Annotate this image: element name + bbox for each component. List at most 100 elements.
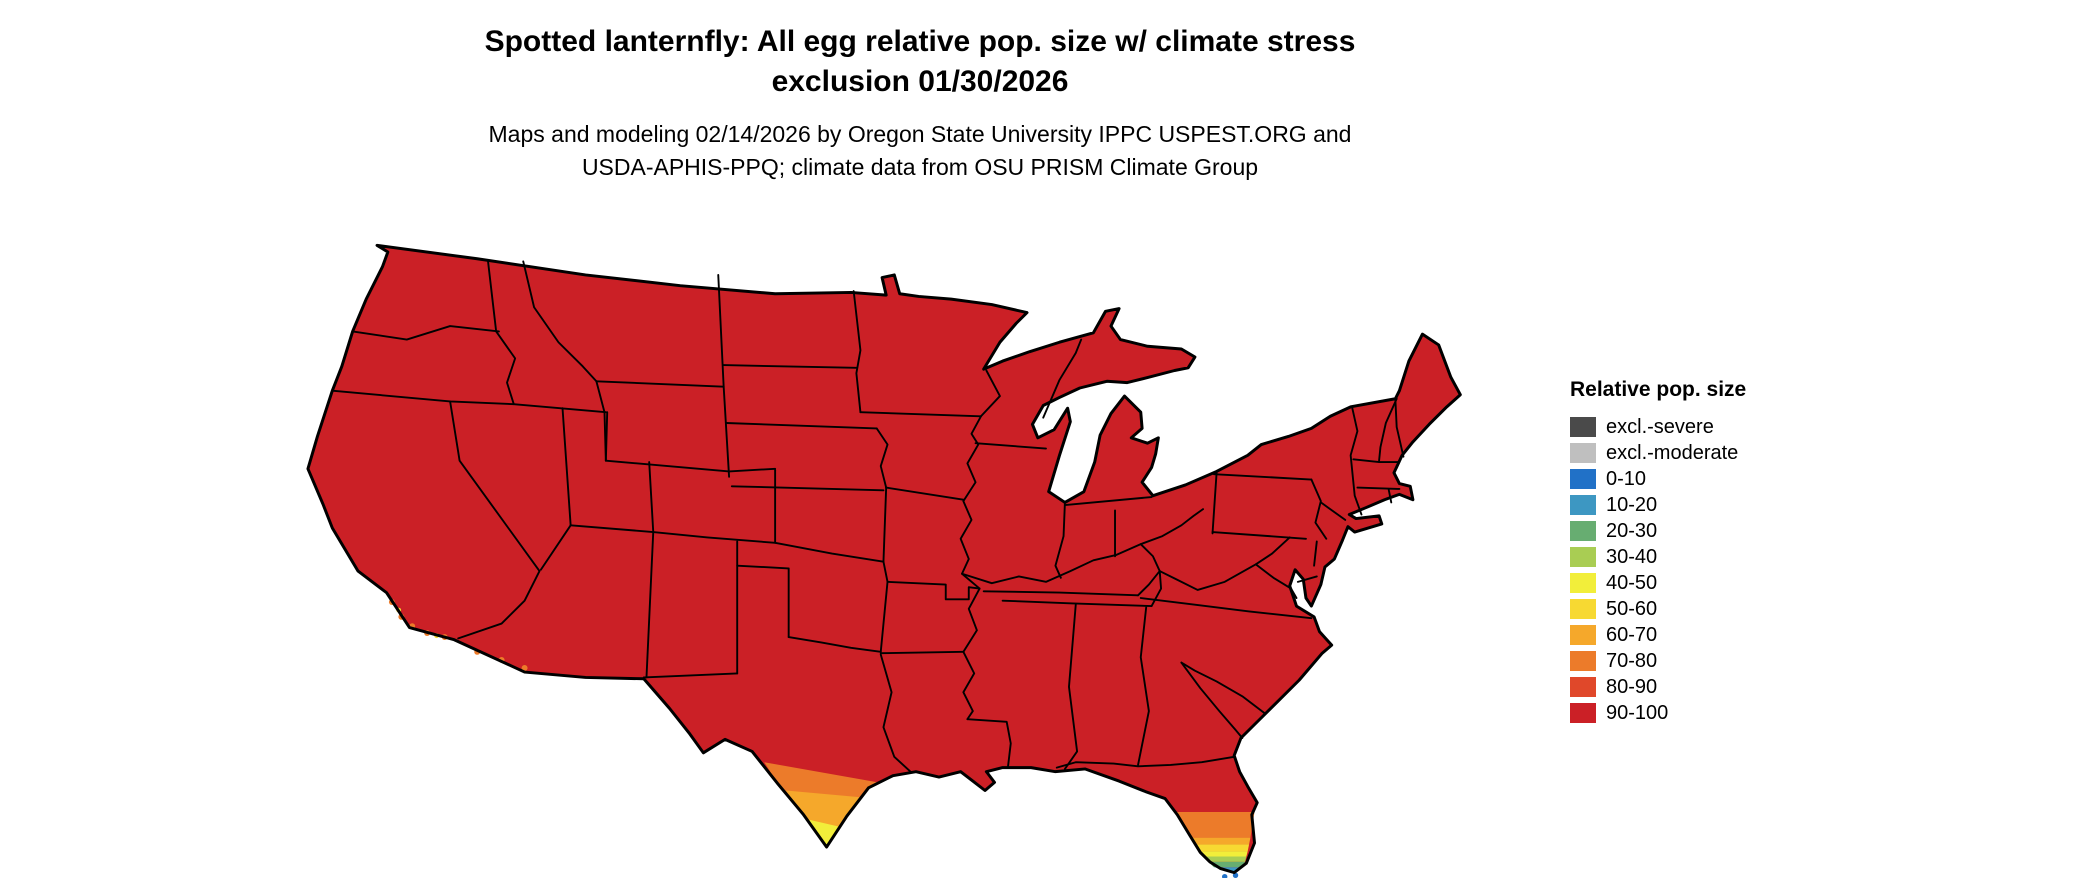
state-border-line [1055,755,1236,769]
florida-gradient-band [1198,851,1248,857]
legend-label: 10-20 [1606,493,1658,516]
florida-keys-speck [1222,873,1228,878]
state-border-line [859,411,982,418]
state-border-line [495,330,517,406]
state-border-line [1313,540,1318,567]
legend-item: 0-10 [1570,466,1746,492]
state-border-line [879,580,889,653]
state-border-line [595,380,725,388]
legend-item: 80-90 [1570,674,1746,700]
legend-label: 20-30 [1606,519,1658,542]
state-border-line [966,718,1012,768]
legend-label: 0-10 [1606,467,1647,490]
state-border-line [1042,338,1083,419]
state-border-line [569,524,885,563]
legend-item: 60-70 [1570,622,1746,648]
legend-swatch [1570,469,1596,489]
state-border-line [1394,397,1405,458]
florida-gradient-band [1190,837,1251,845]
legend-title: Relative pop. size [1570,378,1747,401]
state-border-line [961,508,1204,585]
state-border-line [642,672,739,679]
state-border-line [1387,488,1393,504]
state-border-line [879,653,912,773]
state-border-line [331,389,607,414]
state-border-line [882,486,889,583]
legend-label: excl.-moderate [1606,441,1739,464]
florida-gradient-band [1203,856,1247,862]
state-border-line [645,531,655,679]
state-border-line [730,485,885,492]
state-border-line [982,590,1139,597]
state-border-line [561,407,572,527]
state-border-line [1180,661,1267,715]
arizona-border-speck [521,665,528,671]
state-border-line [1319,501,1347,521]
state-border-line [595,380,607,462]
legend-swatch [1570,417,1596,437]
state-border-line [1296,575,1318,583]
legend-item: 20-30 [1570,518,1746,544]
state-border-line [879,650,965,655]
state-border-line [1349,405,1363,516]
state-border-line [1054,501,1066,579]
legend-item: 90-100 [1570,700,1746,726]
legend-swatch [1570,677,1596,697]
state-borders [331,260,1405,773]
legend-item: excl.-moderate [1570,440,1746,466]
state-border-line [449,400,541,640]
state-border-line [959,415,982,721]
state-border-line [974,442,1047,450]
us-map [306,243,1462,878]
legend-label: 40-50 [1606,571,1658,594]
state-border-line [722,364,858,369]
state-border-line [1356,486,1401,490]
state-border-line [522,260,598,383]
map-title-line1: Spotted lanternfly: All egg relative pop… [484,25,1356,58]
state-border-line [539,524,572,571]
state-border-line [1139,543,1161,573]
legend-label: 70-80 [1606,649,1658,672]
state-border-line [885,486,965,501]
state-border-line [736,564,790,570]
state-border-line [1063,603,1079,770]
legend-item: 30-40 [1570,544,1746,570]
map-subtitle-line1: Maps and modeling 02/14/2026 by Oregon S… [488,121,1352,147]
legend-swatch [1570,703,1596,723]
legend-swatch [1570,573,1596,593]
state-border-line [1001,599,1153,608]
florida-gradient-band [1194,844,1250,852]
header: Spotted lanternfly: All egg relative pop… [0,22,1840,184]
state-border-line [648,461,655,533]
map-title-line2: exclusion 01/30/2026 [771,65,1069,98]
state-border-line [351,325,500,341]
state-border-line [1139,597,1313,620]
state-border-line [1378,397,1398,462]
state-border-line [1212,473,1313,481]
legend-swatch [1570,599,1596,619]
state-border-line [1137,570,1161,597]
legend-item: 10-20 [1570,492,1746,518]
map-subtitle: Maps and modeling 02/14/2026 by Oregon S… [0,118,1840,184]
legend-item: excl.-severe [1570,414,1746,440]
legend-item: 70-80 [1570,648,1746,674]
legend-label: 90-100 [1606,701,1669,724]
legend-swatch [1570,547,1596,567]
legend-item: 40-50 [1570,570,1746,596]
state-border-line [787,636,882,653]
legend-item: 50-60 [1570,596,1746,622]
legend-label: 50-60 [1606,597,1658,620]
state-border-line [1352,458,1401,463]
legend-label: excl.-severe [1606,415,1714,438]
state-border-line [1158,563,1257,591]
legend-swatch [1570,651,1596,671]
state-border-line [1137,606,1150,766]
legend-label: 30-40 [1606,545,1658,568]
legend-label: 80-90 [1606,675,1658,698]
state-border-line [487,260,498,333]
state-border-line [1310,478,1328,540]
legend-swatch [1570,443,1596,463]
texas-gradient-band [785,790,861,848]
state-border-line [875,427,889,489]
